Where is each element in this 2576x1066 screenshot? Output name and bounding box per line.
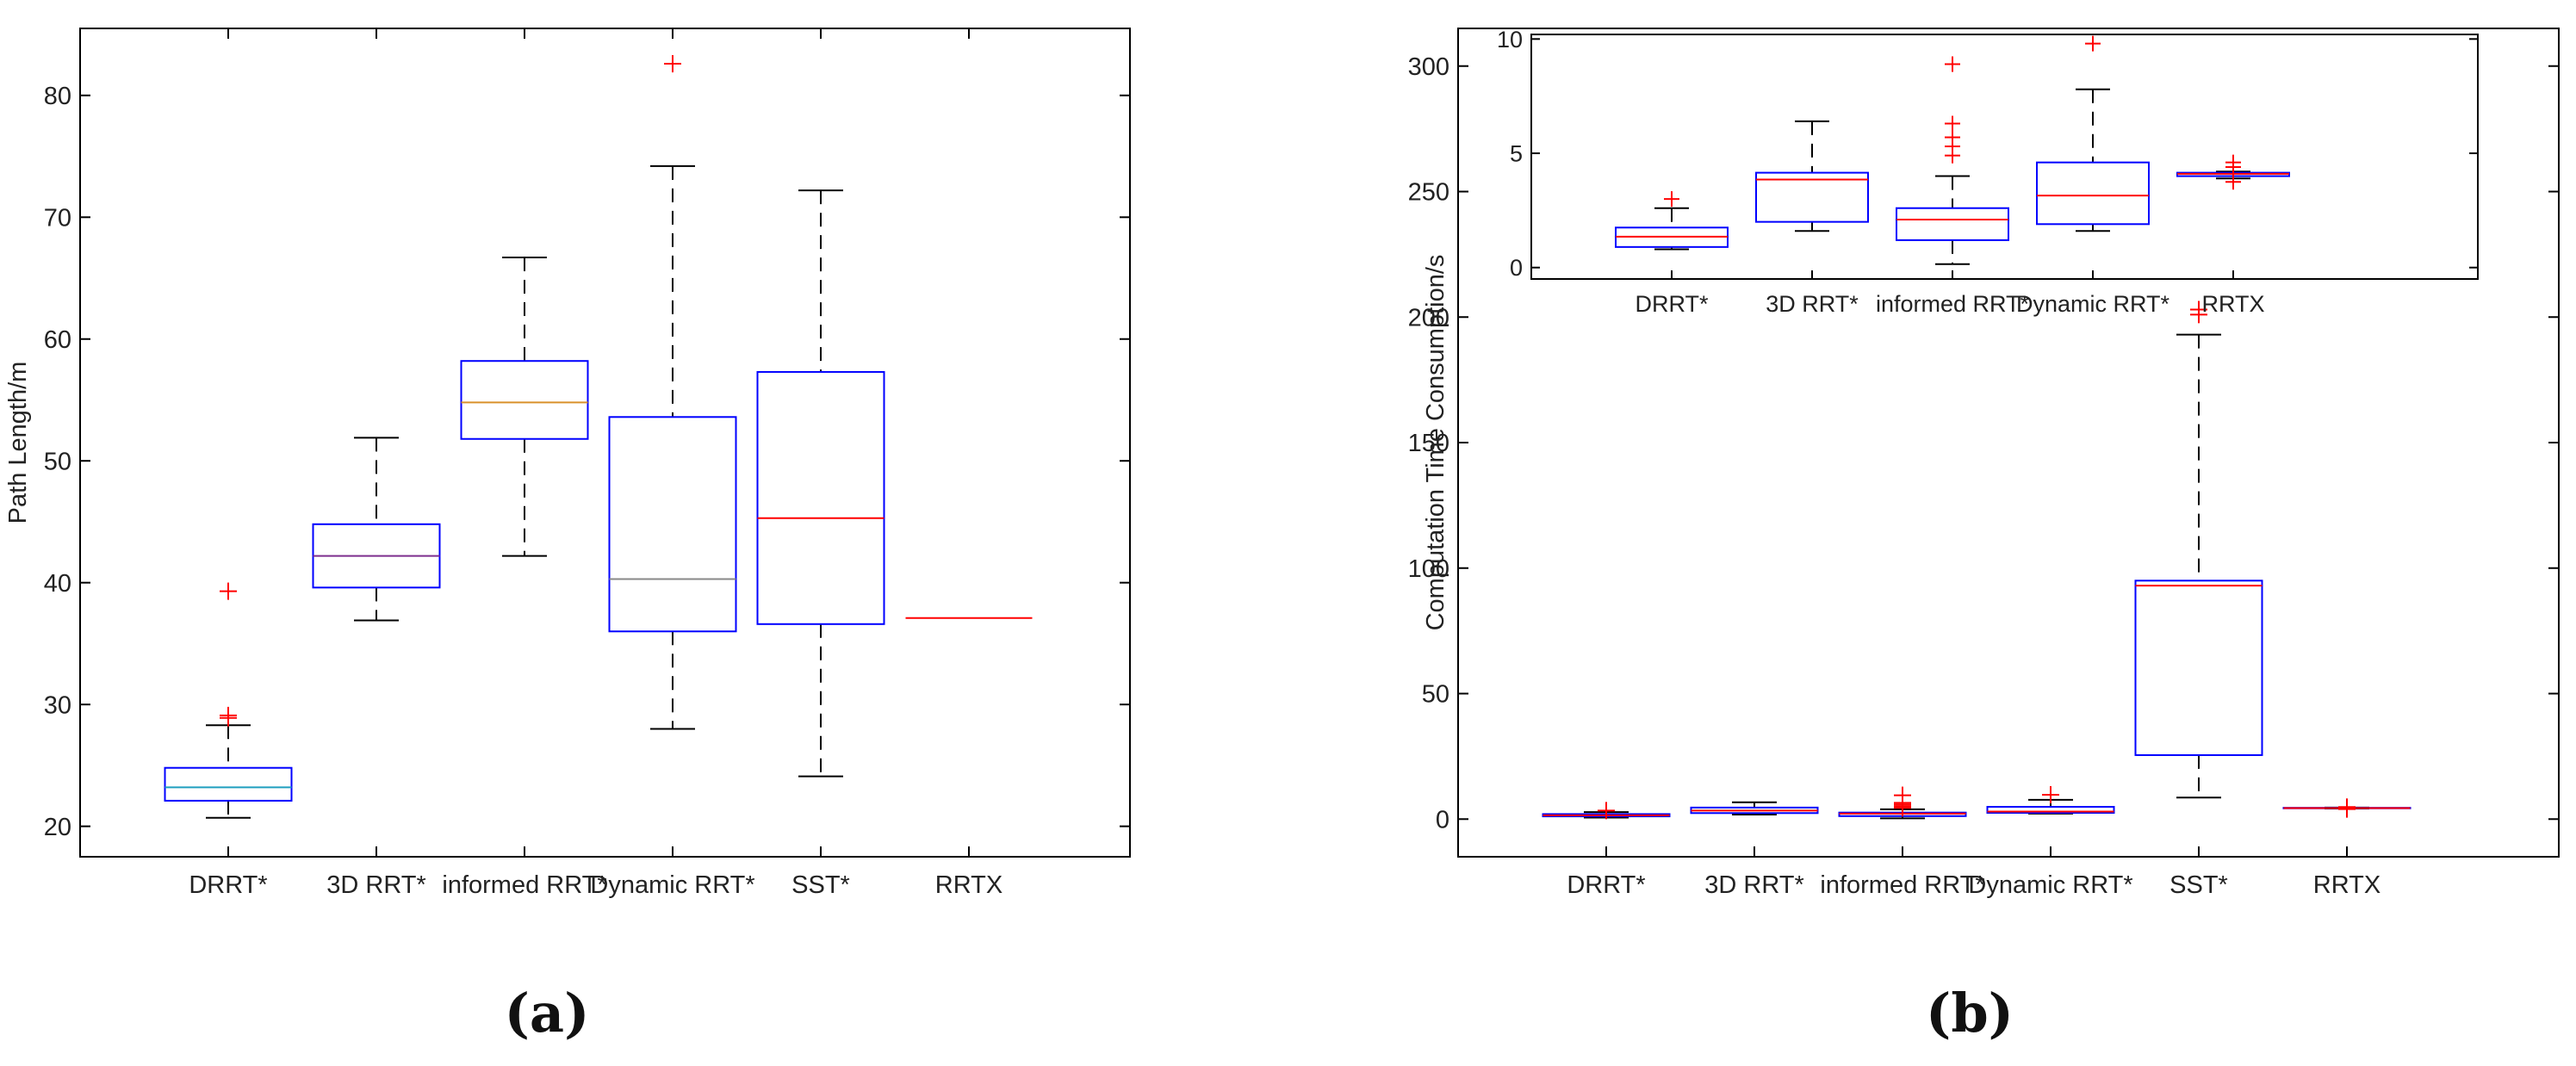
inset-xtick-label: Dynamic RRT* bbox=[2016, 291, 2170, 317]
b-ytick-label: 100 bbox=[1408, 555, 1449, 583]
inset-xtick-label: RRTX bbox=[2201, 291, 2264, 317]
inset-ytick-label: 10 bbox=[1497, 27, 1523, 53]
a-box bbox=[608, 416, 737, 633]
a-ytick-label: 80 bbox=[44, 83, 71, 110]
b-outlier bbox=[2190, 301, 2207, 319]
a-ytick-label: 60 bbox=[44, 326, 71, 354]
panel-label-b: (b) bbox=[1926, 982, 2014, 1044]
inset-xtick-label: informed RRT* bbox=[1876, 291, 2030, 317]
b-outlier bbox=[1598, 802, 1615, 820]
chart-a: 20 30 40 50 60 70 80 DRRT* 3D RRT* informed RRT*D… bbox=[4, 28, 1131, 1044]
inset-outlier bbox=[1945, 115, 1960, 132]
inset-outlier bbox=[2225, 174, 2241, 190]
a-xtick-label: 3D RRT* bbox=[326, 871, 426, 899]
a-box bbox=[756, 370, 885, 625]
a-xtick-label: DRRT* bbox=[189, 871, 267, 899]
inset-outlier bbox=[1945, 56, 1960, 72]
b-xtick-label: 3D RRT* bbox=[1704, 871, 1804, 899]
inset-xtick-label: DRRT* bbox=[1635, 291, 1709, 317]
inset-outlier bbox=[2225, 154, 2241, 170]
inset-ytick-label: 5 bbox=[1510, 140, 1523, 166]
b-outlier bbox=[2042, 785, 2059, 803]
b-ytick-label: 300 bbox=[1408, 53, 1449, 81]
a-box bbox=[460, 360, 589, 440]
a-ytick-label: 50 bbox=[44, 448, 71, 475]
a-ytick-label: 40 bbox=[44, 570, 71, 598]
plot-area-a bbox=[79, 28, 1131, 858]
b-ytick-label: 250 bbox=[1408, 179, 1449, 207]
b-box bbox=[2134, 579, 2263, 756]
a-ytick-label: 30 bbox=[44, 691, 71, 719]
inset-outlier bbox=[1945, 129, 1960, 146]
y-axis-label-b: Computation Time Consumption/s bbox=[1422, 255, 1449, 631]
b-ytick-label: 200 bbox=[1408, 304, 1449, 332]
a-box bbox=[164, 766, 293, 802]
inset-box bbox=[1755, 171, 1869, 223]
b-xtick-label: SST* bbox=[2169, 871, 2228, 899]
a-xtick-label: Dynamic RRT* bbox=[590, 871, 754, 899]
a-xtick-label: informed RRT* bbox=[442, 871, 606, 899]
b-xtick-label: DRRT* bbox=[1567, 871, 1645, 899]
panel-label-a: (a) bbox=[505, 982, 590, 1044]
inset-outlier bbox=[2085, 35, 2101, 52]
b-ytick-label: 150 bbox=[1408, 430, 1449, 457]
b-outlier bbox=[1894, 786, 1911, 804]
inset-box bbox=[2036, 161, 2150, 226]
a-xtick-label: RRTX bbox=[935, 871, 1002, 899]
b-outlier bbox=[2338, 798, 2356, 816]
a-ytick-label: 20 bbox=[44, 814, 71, 841]
inset-box bbox=[1896, 207, 2009, 241]
b-box bbox=[1986, 805, 2115, 814]
inset-ytick-label: 0 bbox=[1510, 255, 1523, 281]
a-outlier bbox=[220, 709, 237, 727]
a-outlier bbox=[220, 582, 237, 600]
a-ytick-label: 70 bbox=[44, 204, 71, 232]
inset-chart-b: 0 5 10 DRRT* 3D RRT* informed RRT*Dynamic RRT… bbox=[1497, 27, 2479, 317]
b-ytick-label: 50 bbox=[1422, 681, 1449, 709]
a-xtick-label: SST* bbox=[791, 871, 850, 899]
b-ytick-label: 0 bbox=[1436, 806, 1449, 834]
a-outlier bbox=[664, 55, 681, 73]
b-xtick-label: informed RRT* bbox=[1820, 871, 1984, 899]
y-axis-label-a: Path Length/m bbox=[4, 362, 32, 524]
inset-outlier bbox=[1664, 191, 1679, 208]
b-xtick-label: Dynamic RRT* bbox=[1968, 871, 2132, 899]
b-xtick-label: RRTX bbox=[2313, 871, 2380, 899]
inset-xtick-label: 3D RRT* bbox=[1766, 291, 1859, 317]
inset-plot-area bbox=[1530, 34, 2479, 280]
